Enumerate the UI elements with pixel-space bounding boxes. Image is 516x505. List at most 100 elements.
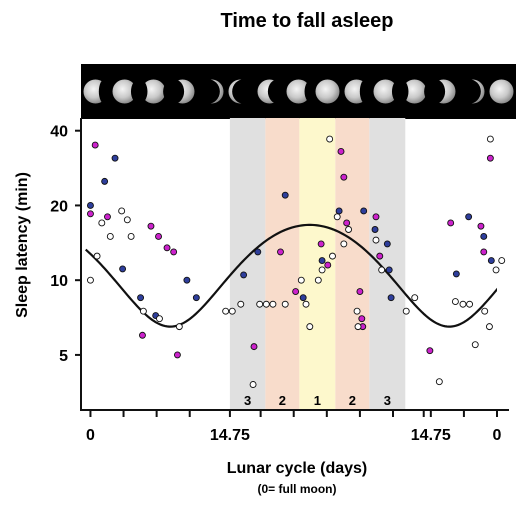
data-point [354,323,362,331]
data-point [371,226,379,233]
data-point [345,226,353,233]
data-point [119,265,127,273]
data-point [192,294,200,302]
moon-phase-strip [81,64,516,119]
data-point [281,300,289,308]
data-point [175,323,183,331]
data-point [372,213,380,221]
data-point [383,240,391,248]
data-point [477,222,485,230]
data-point [237,300,245,308]
data-point [127,233,135,240]
x-axis-note: (0= full moon) [258,482,337,496]
x-tick-label: 0 [86,427,95,444]
data-point [297,276,305,284]
data-point [106,233,114,240]
data-point [459,300,467,308]
data-point [228,307,236,315]
data-point [376,252,384,260]
data-point [147,222,155,230]
data-point [104,213,111,221]
x-tick-label: 14.75 [210,427,250,444]
data-point [292,288,300,295]
y-ticks: 5 10 20 40 [50,124,81,365]
data-point [91,141,99,149]
data-point [480,248,488,256]
data-point [254,248,262,256]
fit-curve-layer [84,223,497,328]
data-point [356,288,364,295]
data-point [314,276,322,284]
fit-curve [84,223,497,328]
data-point [340,240,348,248]
moon-phase-icon [130,79,166,104]
data-point [302,300,310,308]
data-point [360,207,368,215]
moon-phase-icon [391,79,427,104]
data-point [340,173,348,181]
moon-phase-icon [257,79,289,104]
data-point [123,216,131,224]
data-point [281,191,289,199]
data-point [93,252,101,260]
phase-band-label: 3 [384,393,391,408]
data-point [329,252,336,260]
moon-phase-icon [489,79,514,104]
data-point [326,135,334,143]
data-point [118,207,126,215]
moon-phase-icon [455,79,485,104]
data-point [156,315,163,323]
data-point [318,266,326,274]
data-point [385,266,393,274]
moon-phase-icon [286,79,322,104]
data-point [485,323,493,331]
data-point [471,341,479,349]
phase-band-label: 1 [314,393,321,408]
data-point [250,343,258,351]
data-point [139,331,146,339]
moon-phase-icon [98,79,137,104]
data-point [137,294,145,302]
x-axis-title: Lunar cycle (days) [227,460,368,477]
data-point [335,207,343,215]
data-point [170,248,178,256]
data-point [240,271,248,279]
chart-title: Time to fall asleep [220,10,393,32]
data-point [387,294,395,302]
y-axis-title: Sleep latency (min) [14,172,31,318]
data-point [447,219,455,227]
data-point [378,266,386,274]
data-point [426,347,434,355]
x-tick-label: 14.75 [411,427,451,444]
data-point [372,236,380,244]
x-ticks: 0 14.75 14.75 0 [86,410,502,444]
data-point [358,315,366,323]
data-point [173,351,181,359]
data-point [306,323,314,331]
moon-phase-icon [163,79,195,104]
phase-band [369,118,406,410]
data-points [87,135,506,388]
phase-band [265,118,300,410]
data-point [333,213,341,221]
data-point [451,298,459,306]
y-tick-label: 20 [50,198,68,215]
data-point [343,219,351,227]
data-point [299,294,307,302]
moon-phase-icon [228,79,258,104]
data-point [87,276,94,284]
phase-band-label: 2 [349,393,356,408]
data-point [87,201,94,209]
data-point [486,135,494,143]
data-point [465,213,473,221]
data-point [317,240,325,248]
moon-phase-icon [359,79,398,104]
data-point [411,294,419,302]
data-point [498,257,506,264]
phase-band [335,118,370,410]
data-point [155,233,162,240]
data-point [183,276,191,284]
data-point [318,257,326,264]
data-point [486,154,494,162]
